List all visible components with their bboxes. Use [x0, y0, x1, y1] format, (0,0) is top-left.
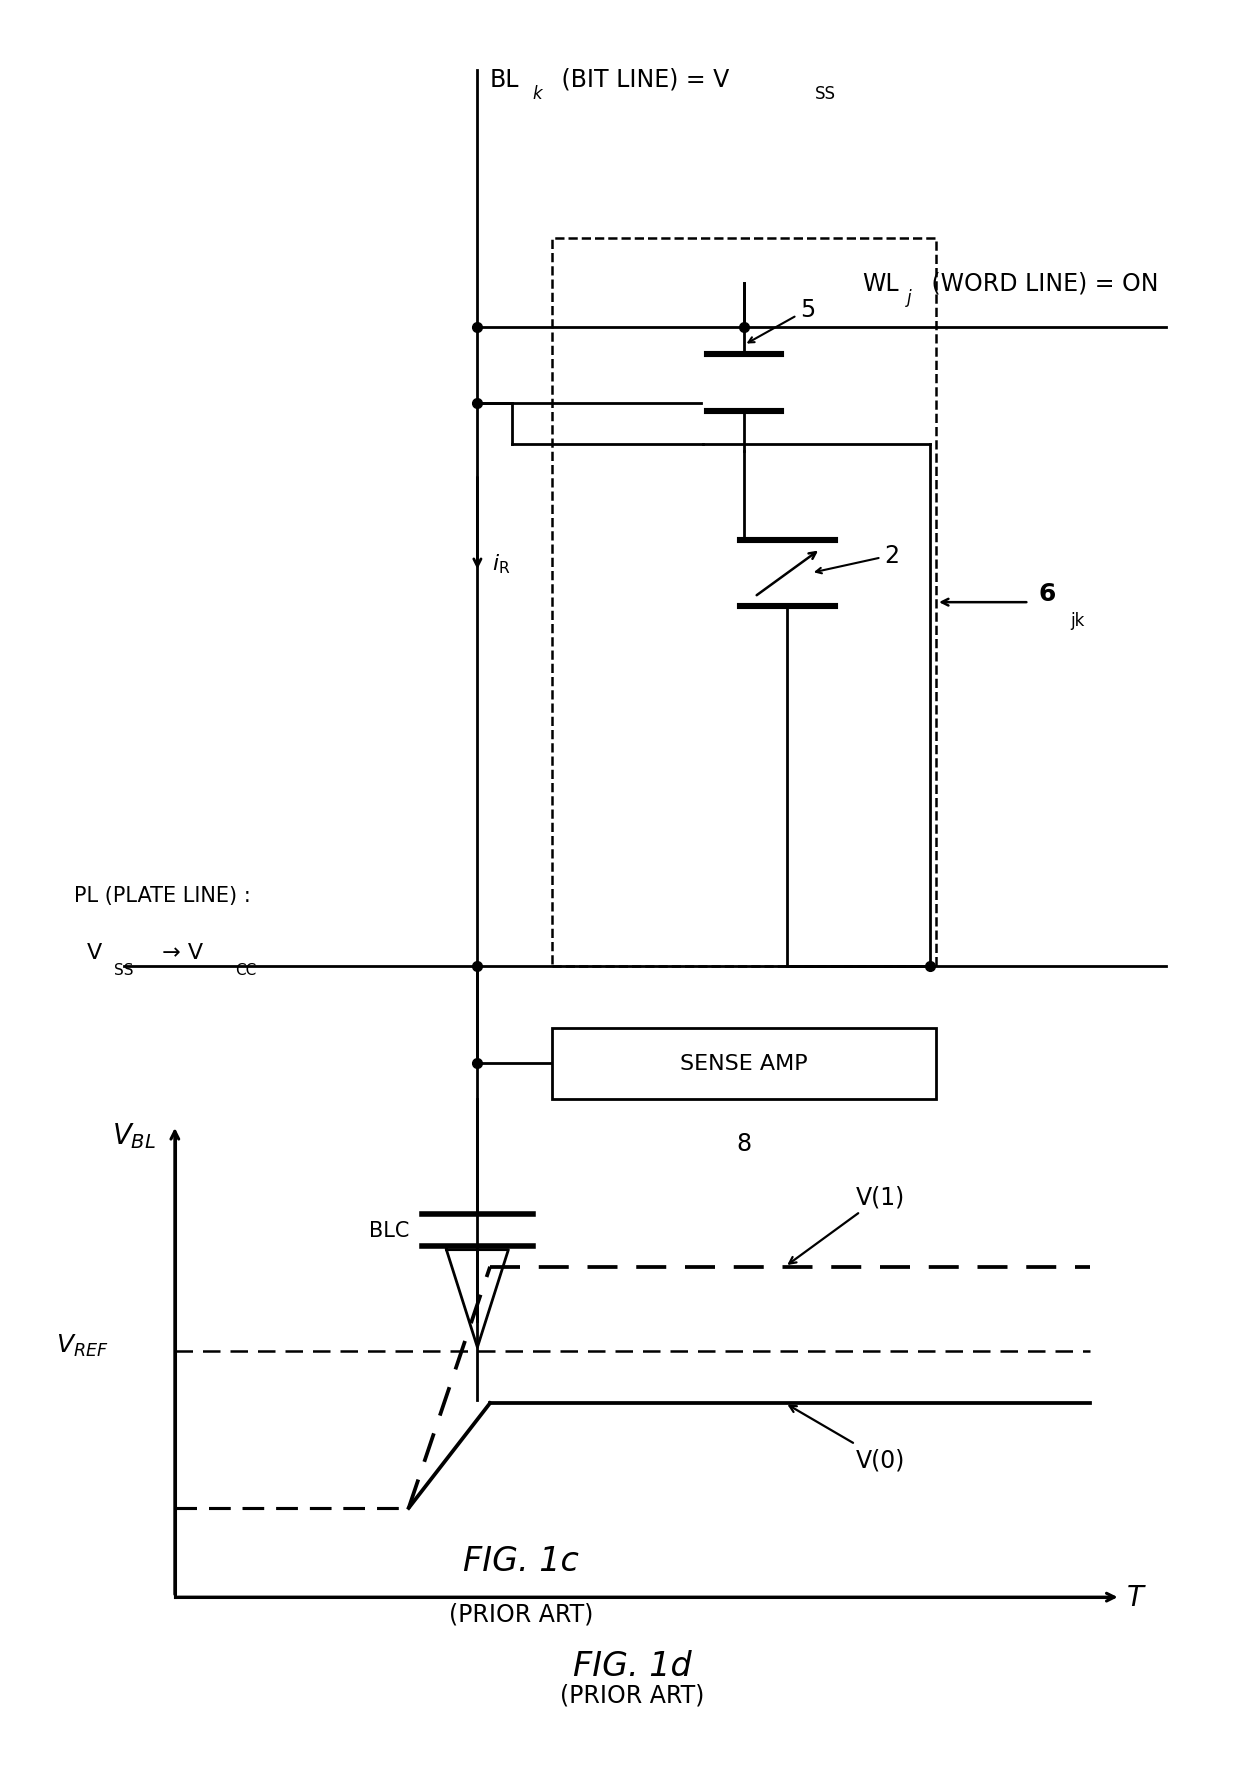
Text: $V_{\mathregular{REF}}$: $V_{\mathregular{REF}}$: [56, 1333, 109, 1358]
Bar: [552, 239, 936, 966]
Text: 8: 8: [737, 1131, 751, 1156]
Text: BL: BL: [490, 67, 520, 92]
Text: SENSE AMP: SENSE AMP: [681, 1053, 807, 1074]
Text: → V: → V: [155, 941, 203, 963]
Text: V: V: [87, 941, 102, 963]
Text: (BIT LINE) = V: (BIT LINE) = V: [554, 67, 729, 92]
Text: 2: 2: [816, 544, 899, 574]
Text: $\mathbf{6}$: $\mathbf{6}$: [1038, 582, 1056, 606]
Text: 5: 5: [749, 298, 815, 344]
Text: SS: SS: [815, 85, 836, 103]
Text: PL (PLATE LINE) :: PL (PLATE LINE) :: [74, 885, 252, 906]
Text: FIG. 1d: FIG. 1d: [573, 1649, 692, 1683]
Text: V(0): V(0): [790, 1406, 905, 1472]
Text: $V_{\mathregular{BL}}$: $V_{\mathregular{BL}}$: [112, 1121, 156, 1151]
Text: FIG. 1c: FIG. 1c: [463, 1544, 579, 1576]
Text: (WORD LINE) = ON: (WORD LINE) = ON: [924, 271, 1158, 296]
Text: CC: CC: [236, 963, 257, 977]
Text: V(1): V(1): [789, 1184, 905, 1264]
Text: k: k: [532, 85, 542, 103]
Text: WL: WL: [862, 271, 899, 296]
Text: j: j: [906, 289, 911, 307]
Text: (PRIOR ART): (PRIOR ART): [449, 1601, 593, 1626]
Bar: [552, 1028, 936, 1099]
Text: SS: SS: [114, 963, 134, 977]
Text: (PRIOR ART): (PRIOR ART): [560, 1683, 704, 1706]
Text: BLC: BLC: [368, 1220, 409, 1241]
Text: jk: jk: [1070, 612, 1085, 629]
Text: T: T: [1127, 1583, 1145, 1612]
Text: $i_{\mathregular{R}}$: $i_{\mathregular{R}}$: [492, 551, 511, 576]
